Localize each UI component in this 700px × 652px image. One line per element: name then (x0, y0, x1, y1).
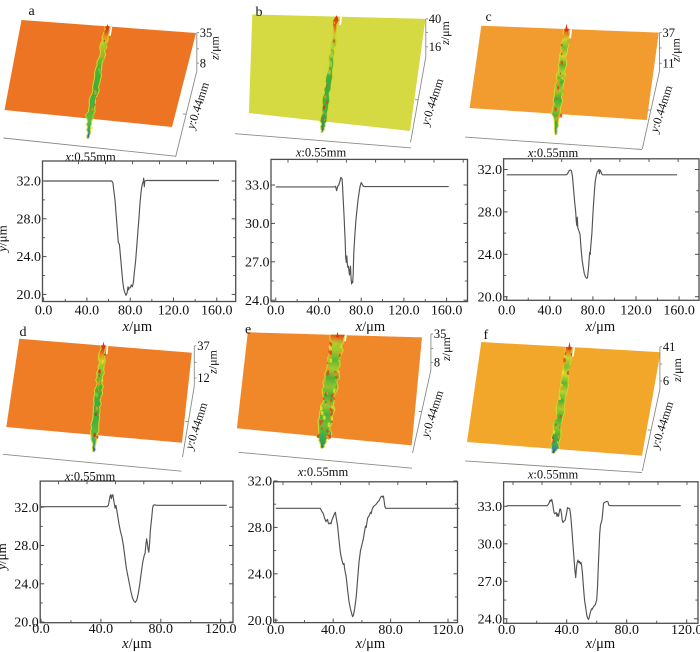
svg-text:80.0: 80.0 (349, 304, 374, 319)
svg-text:z/μm: z/μm (208, 35, 222, 60)
svg-text:x/μm: x/μm (121, 636, 152, 652)
svg-text:12: 12 (197, 371, 210, 385)
svg-text:32.0: 32.0 (17, 175, 42, 190)
svg-text:z/μm: z/μm (439, 336, 453, 361)
svg-text:27.0: 27.0 (478, 575, 503, 590)
svg-text:z/μm: z/μm (669, 37, 683, 62)
svg-text:8: 8 (434, 356, 440, 370)
svg-text:y/μm: y/μm (0, 543, 9, 571)
svg-text:x:0.55mm: x:0.55mm (64, 470, 116, 484)
svg-text:30.0: 30.0 (478, 537, 503, 552)
svg-text:24.0: 24.0 (17, 250, 42, 265)
svg-text:c: c (486, 10, 492, 25)
svg-text:32.0: 32.0 (248, 475, 273, 490)
svg-text:8: 8 (200, 56, 206, 70)
svg-text:x:0.55mm: x:0.55mm (64, 150, 116, 164)
svg-text:40.0: 40.0 (89, 622, 114, 637)
svg-text:37: 37 (663, 26, 676, 40)
svg-text:160.0: 160.0 (663, 304, 695, 319)
svg-text:28.0: 28.0 (478, 206, 503, 221)
svg-text:160.0: 160.0 (201, 304, 233, 319)
svg-text:11: 11 (663, 57, 675, 71)
svg-text:x:0.55mm: x:0.55mm (295, 146, 347, 160)
svg-text:40.0: 40.0 (75, 304, 100, 319)
svg-text:x/μm: x/μm (585, 319, 616, 335)
svg-text:z/μm: z/μm (438, 20, 452, 45)
svg-text:6: 6 (663, 374, 669, 388)
svg-text:d: d (20, 325, 27, 340)
svg-text:80.0: 80.0 (118, 304, 143, 319)
svg-text:120.0: 120.0 (158, 304, 190, 319)
svg-text:x:0.55mm: x:0.55mm (527, 468, 579, 482)
svg-text:x/μm: x/μm (122, 319, 153, 335)
svg-text:32.0: 32.0 (14, 501, 39, 516)
svg-text:41: 41 (663, 340, 676, 354)
svg-text:20.0: 20.0 (248, 614, 273, 629)
svg-text:80.0: 80.0 (614, 623, 639, 638)
svg-text:b: b (256, 5, 263, 20)
svg-text:0.0: 0.0 (498, 623, 516, 638)
svg-text:0.0: 0.0 (267, 304, 285, 319)
svg-text:0.0: 0.0 (267, 623, 285, 638)
svg-text:120.0: 120.0 (671, 623, 700, 638)
svg-text:28.0: 28.0 (17, 212, 42, 227)
svg-text:24.0: 24.0 (478, 248, 503, 263)
svg-text:27.0: 27.0 (245, 255, 270, 270)
svg-text:32.0: 32.0 (478, 163, 503, 178)
svg-text:f: f (484, 328, 489, 343)
svg-text:40: 40 (429, 12, 442, 26)
svg-text:28.0: 28.0 (248, 521, 273, 536)
svg-text:x:0.55mm: x:0.55mm (297, 465, 349, 479)
svg-text:24.0: 24.0 (478, 612, 503, 627)
svg-text:120.0: 120.0 (620, 304, 652, 319)
svg-text:120.0: 120.0 (388, 304, 420, 319)
svg-text:28.0: 28.0 (14, 539, 39, 554)
svg-text:37: 37 (197, 339, 210, 353)
svg-text:20.0: 20.0 (478, 290, 503, 305)
svg-text:a: a (29, 4, 36, 19)
svg-text:x/μm: x/μm (355, 636, 386, 652)
svg-text:20.0: 20.0 (14, 616, 39, 631)
svg-text:16: 16 (429, 40, 442, 54)
svg-text:0.0: 0.0 (35, 304, 53, 319)
svg-text:20.0: 20.0 (17, 288, 42, 303)
svg-text:120.0: 120.0 (432, 623, 464, 638)
svg-text:120.0: 120.0 (205, 622, 237, 637)
svg-text:z/μm: z/μm (206, 349, 220, 374)
svg-text:33.0: 33.0 (478, 500, 503, 515)
svg-text:x/μm: x/μm (355, 319, 386, 335)
svg-text:z/μm: z/μm (670, 357, 684, 382)
svg-text:0.0: 0.0 (498, 304, 516, 319)
svg-text:30.0: 30.0 (245, 217, 270, 232)
svg-text:33.0: 33.0 (245, 179, 270, 194)
svg-text:e: e (245, 323, 251, 338)
svg-text:80.0: 80.0 (581, 304, 606, 319)
svg-text:24.0: 24.0 (245, 294, 270, 309)
svg-text:80.0: 80.0 (378, 623, 403, 638)
svg-text:40.0: 40.0 (321, 623, 346, 638)
svg-text:0.0: 0.0 (32, 622, 50, 637)
svg-text:x/μm: x/μm (585, 636, 616, 652)
svg-text:80.0: 80.0 (149, 622, 174, 637)
svg-text:160.0: 160.0 (431, 304, 463, 319)
svg-text:24.0: 24.0 (248, 567, 273, 582)
svg-text:x:0.55mm: x:0.55mm (527, 146, 579, 160)
svg-text:35: 35 (200, 26, 213, 40)
svg-text:40.0: 40.0 (554, 623, 579, 638)
svg-text:40.0: 40.0 (538, 304, 563, 319)
svg-text:24.0: 24.0 (14, 577, 39, 592)
svg-text:35: 35 (434, 327, 447, 341)
svg-text:y/μm: y/μm (0, 225, 10, 253)
svg-text:40.0: 40.0 (306, 304, 331, 319)
